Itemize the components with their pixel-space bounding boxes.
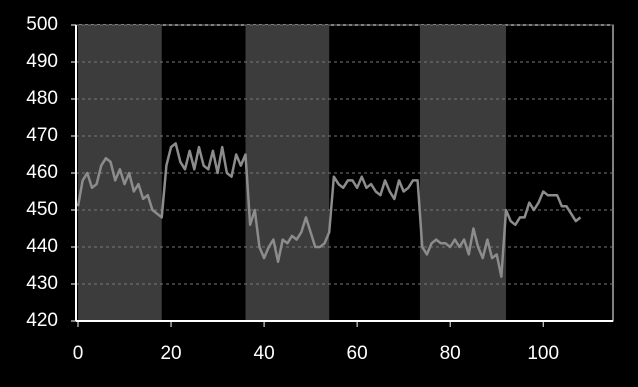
y-tick-label: 460 — [26, 162, 58, 183]
y-tick-label: 500 — [26, 14, 58, 35]
y-tick-label: 440 — [26, 236, 58, 257]
x-tick-label: 80 — [440, 343, 461, 364]
y-tick-label: 450 — [26, 199, 58, 220]
x-tick-label: 40 — [254, 343, 275, 364]
x-tick-label: 20 — [160, 343, 181, 364]
y-tick-label: 420 — [26, 310, 58, 331]
y-tick-label: 480 — [26, 88, 58, 109]
y-tick-label: 470 — [26, 125, 58, 146]
x-tick-label: 100 — [527, 343, 559, 364]
x-tick-label: 60 — [347, 343, 368, 364]
data-line — [76, 142, 582, 278]
y-tick-label: 490 — [26, 51, 58, 72]
x-tick-label: 0 — [73, 343, 84, 364]
y-tick-label: 430 — [26, 273, 58, 294]
